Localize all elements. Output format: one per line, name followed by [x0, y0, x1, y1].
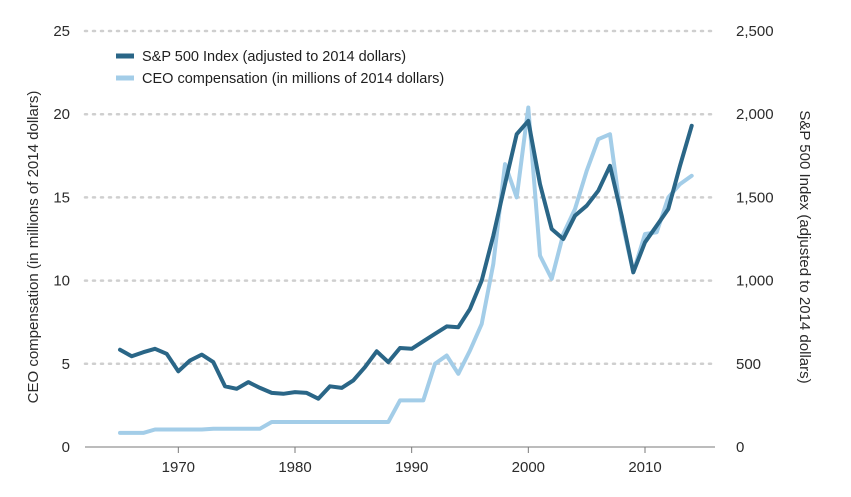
gridlines: [83, 29, 717, 366]
x-tick-label-1980: 1980: [278, 459, 311, 476]
right-tick-label-2500: 2,500: [736, 23, 774, 40]
x-tick-label-2000: 2000: [512, 459, 545, 476]
left-tick-label-0: 0: [62, 439, 70, 456]
series-line-sp500: [118, 118, 694, 401]
left-axis-title: CEO compensation (in millions of 2014 do…: [25, 91, 42, 404]
x-tick-label-1970: 1970: [162, 459, 195, 476]
x-tick-label-2010: 2010: [628, 459, 661, 476]
series-line-ceo-compensation: [118, 105, 694, 435]
legend-label-ceo-compensation: CEO compensation (in millions of 2014 do…: [142, 71, 444, 87]
right-tick-label-2000: 2,000: [736, 106, 774, 123]
x-tick-label-1990: 1990: [395, 459, 428, 476]
right-tick-label-500: 500: [736, 356, 761, 373]
legend: S&P 500 Index (adjusted to 2014 dollars)…: [116, 49, 444, 87]
left-tick-label-15: 15: [53, 189, 70, 206]
right-axis-title: S&P 500 Index (adjusted to 2014 dollars): [796, 110, 813, 383]
right-tick-label-1500: 1,500: [736, 189, 774, 206]
legend-label-sp500: S&P 500 Index (adjusted to 2014 dollars): [142, 49, 406, 65]
x-axis-ticks: 1970 1980 1990 2000 2010: [162, 447, 662, 476]
series-lines: [118, 105, 694, 435]
left-tick-label-10: 10: [53, 273, 70, 290]
left-tick-label-20: 20: [53, 106, 70, 123]
left-tick-label-25: 25: [53, 23, 70, 40]
right-tick-label-1000: 1,000: [736, 273, 774, 290]
left-axis-tick-labels: 0 5 10 15 20 25: [53, 23, 70, 456]
left-tick-label-5: 5: [62, 356, 70, 373]
right-axis-tick-labels: 0 500 1,000 1,500 2,000 2,500: [736, 23, 774, 456]
right-tick-label-0: 0: [736, 439, 744, 456]
